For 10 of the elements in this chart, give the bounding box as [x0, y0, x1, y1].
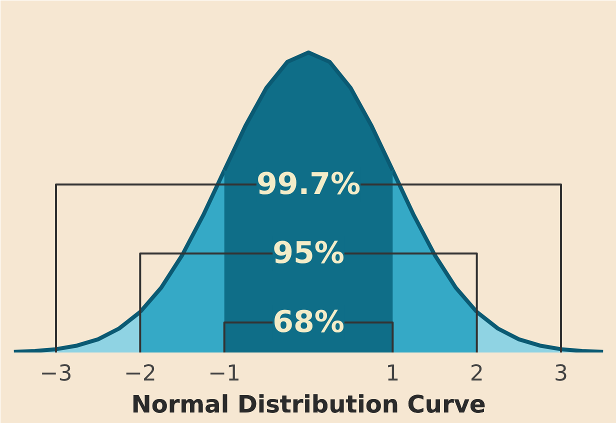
x-tick-label: 1 [386, 362, 400, 386]
x-tick-label: −3 [40, 362, 72, 386]
x-tick-label: −2 [124, 362, 156, 386]
annotation: 99.7% [256, 167, 361, 202]
x-tick-label: −1 [208, 362, 241, 386]
annotation: 95% [272, 236, 344, 271]
x-tick-label: 3 [554, 362, 568, 386]
text: Normal Distribution Curve [131, 390, 486, 418]
annotation: 68% [272, 305, 344, 340]
x-tick-label: 2 [470, 362, 484, 386]
